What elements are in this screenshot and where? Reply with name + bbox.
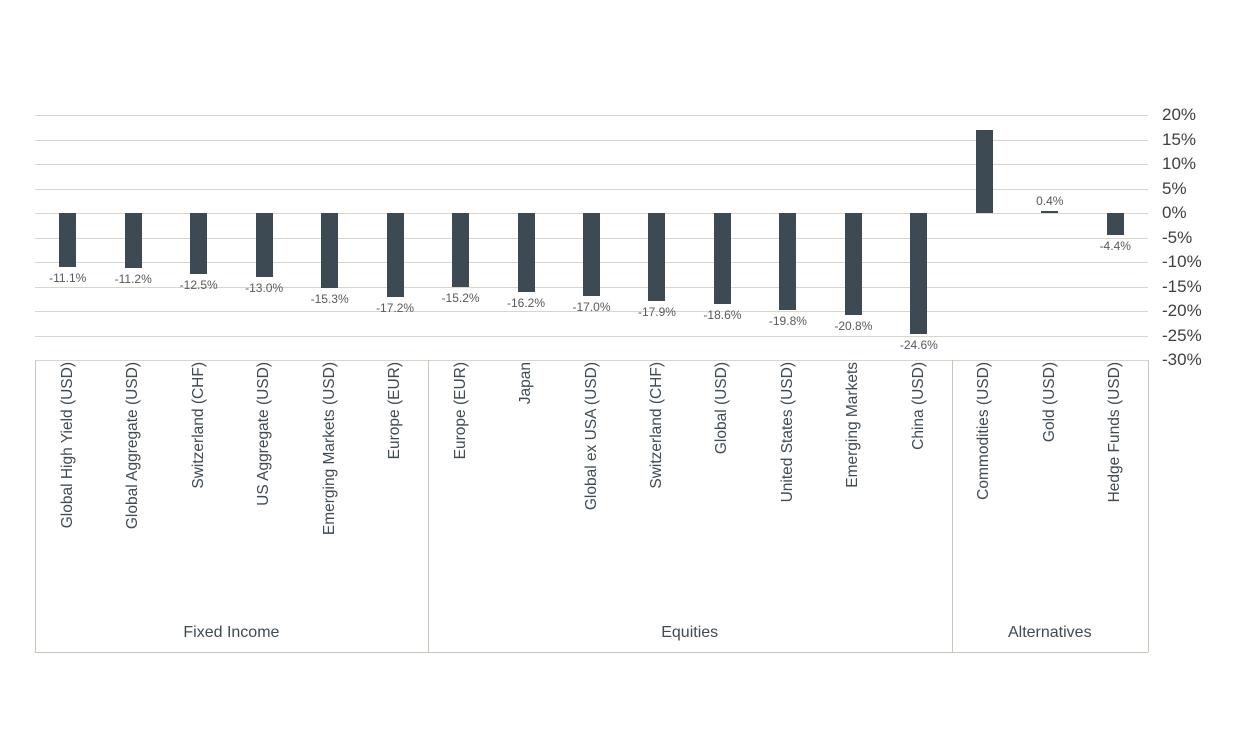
bar-united-states-usd xyxy=(779,213,797,311)
group-label-fixed-income: Fixed Income xyxy=(183,624,280,641)
group-label-equities: Equities xyxy=(661,624,719,641)
data-label: -12.5% xyxy=(179,278,218,293)
category-label: Commodities (USD) xyxy=(975,362,993,500)
data-label: 0.4% xyxy=(1036,194,1064,209)
bar-switzerland-chf xyxy=(190,213,208,275)
gridline xyxy=(35,115,1148,116)
bar-china-usd xyxy=(910,213,928,334)
bar-emerging-markets-usd xyxy=(321,213,339,288)
category-label: Gold (USD) xyxy=(1040,362,1058,443)
data-label: -13.0% xyxy=(245,280,284,295)
category-label: Emerging Markets (USD) xyxy=(320,362,338,536)
category-label: Global ex USA (USD) xyxy=(582,362,600,511)
category-label: Emerging Markets xyxy=(844,362,862,488)
category-label: Hedge Funds (USD) xyxy=(1106,362,1124,503)
data-label: -20.8% xyxy=(834,318,873,333)
bar-global-ex-usa-usd xyxy=(583,213,600,297)
group-separator-line xyxy=(1148,360,1149,652)
category-label: China (USD) xyxy=(909,362,927,450)
data-label: -17.2% xyxy=(376,301,415,316)
y-axis-tick-label: 15% xyxy=(1162,129,1197,149)
bar-japan xyxy=(517,213,535,293)
category-label: United States (USD) xyxy=(778,362,796,503)
category-label: Global High Yield (USD) xyxy=(58,362,76,529)
data-label: -15.3% xyxy=(310,291,349,306)
data-label: -17.0% xyxy=(572,300,611,315)
data-label: -15.2% xyxy=(441,291,480,306)
data-label: -11.2% xyxy=(114,271,152,286)
bar-global-usd xyxy=(713,213,731,305)
category-label: Global (USD) xyxy=(713,362,731,455)
group-label-alternatives: Alternatives xyxy=(1007,624,1092,641)
y-axis-tick-label: 0% xyxy=(1162,203,1187,222)
data-label: -11.1% xyxy=(49,271,87,286)
y-axis-tick-label: -25% xyxy=(1162,325,1202,345)
category-label: US Aggregate (USD) xyxy=(255,362,273,506)
category-label: Switzerland (CHF) xyxy=(647,362,665,489)
bar-emerging-markets xyxy=(844,213,862,315)
category-label: Switzerland (CHF) xyxy=(189,362,207,489)
axis-bottom-border xyxy=(35,652,1148,653)
bar-gold-usd xyxy=(1041,211,1059,213)
y-axis-tick-label: -15% xyxy=(1162,276,1202,296)
y-axis-tick-label: 5% xyxy=(1162,178,1187,198)
bar-europe-eur xyxy=(452,213,470,288)
bar-switzerland-chf xyxy=(648,213,666,301)
gridline xyxy=(35,360,1148,361)
y-axis-tick-label: -5% xyxy=(1162,227,1193,247)
group-separator-line xyxy=(35,360,36,652)
category-label: Global Aggregate (USD) xyxy=(124,362,142,530)
data-label: -18.6% xyxy=(703,308,742,323)
bar-global-high-yield-usd xyxy=(59,213,77,268)
y-axis-tick-label: -10% xyxy=(1162,252,1202,271)
y-axis-tick-label: 20% xyxy=(1162,105,1197,124)
gridline xyxy=(35,335,1148,337)
y-axis-tick-label: 10% xyxy=(1162,154,1197,173)
bar-us-aggregate-usd xyxy=(255,213,273,277)
data-label: -16.2% xyxy=(507,296,546,311)
group-separator-line xyxy=(951,360,953,652)
data-label: -4.4% xyxy=(1099,238,1131,253)
data-label: -19.8% xyxy=(768,314,807,329)
data-label: -24.6% xyxy=(899,337,938,352)
y-axis-tick-label: -20% xyxy=(1162,301,1202,320)
bar-commodities-usd xyxy=(975,130,993,213)
bar-hedge-funds-usd xyxy=(1106,213,1124,235)
y-axis-tick-label: -30% xyxy=(1162,350,1202,369)
category-label: Europe (EUR) xyxy=(451,362,469,460)
bar-europe-eur xyxy=(386,213,404,298)
data-label: -17.9% xyxy=(637,304,676,319)
category-label: Europe (EUR) xyxy=(386,362,404,460)
bar-global-aggregate-usd xyxy=(124,213,142,268)
group-separator-line xyxy=(427,360,429,652)
category-label: Japan xyxy=(517,362,535,405)
